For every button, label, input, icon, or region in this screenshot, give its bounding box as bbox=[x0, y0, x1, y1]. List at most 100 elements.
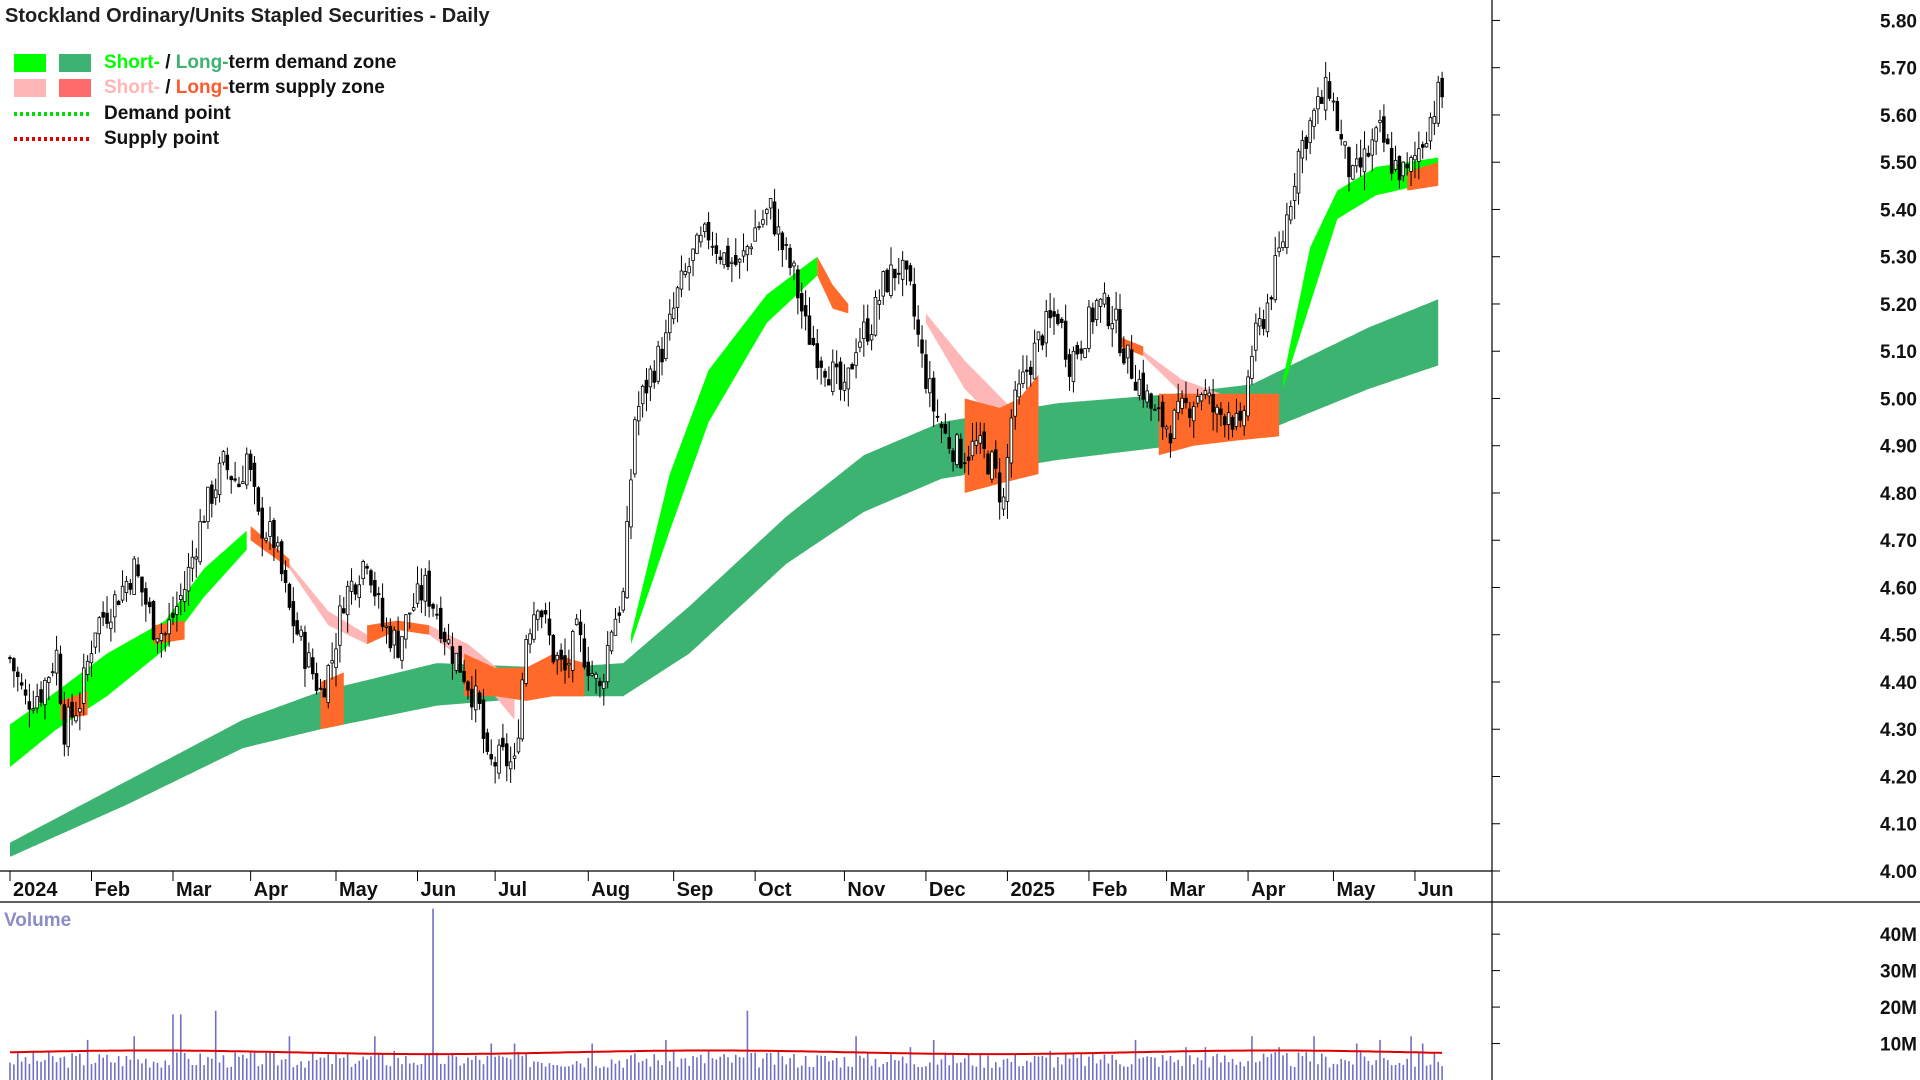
candle-body bbox=[237, 483, 241, 488]
candle-body bbox=[353, 584, 358, 595]
candle-body bbox=[578, 621, 583, 636]
candle-body bbox=[233, 478, 237, 481]
candle-body bbox=[279, 541, 284, 575]
candle-body bbox=[303, 631, 307, 669]
candle-body bbox=[1292, 185, 1297, 201]
candle-body bbox=[982, 431, 986, 449]
candle-body bbox=[664, 332, 668, 359]
candle-body bbox=[341, 608, 346, 614]
candle-body bbox=[1133, 381, 1138, 391]
candle-body bbox=[1421, 144, 1425, 148]
candle-body bbox=[846, 367, 851, 390]
candle-body bbox=[116, 600, 121, 606]
candle-body bbox=[322, 688, 327, 698]
candle-body bbox=[1044, 311, 1049, 344]
candle-body bbox=[1017, 383, 1021, 398]
candle-body bbox=[559, 649, 563, 660]
candle-body bbox=[765, 208, 769, 214]
price-tick-label: 4.80 bbox=[1880, 484, 1917, 505]
candle-body bbox=[435, 613, 439, 616]
candle-body bbox=[1300, 140, 1305, 159]
candle-body bbox=[217, 462, 222, 496]
candle-body bbox=[935, 415, 940, 418]
candle-body bbox=[1083, 348, 1087, 359]
price-tick-label: 4.10 bbox=[1880, 815, 1917, 836]
candle-body bbox=[1362, 148, 1367, 173]
candle-body bbox=[47, 677, 51, 683]
candle-body bbox=[1382, 116, 1386, 143]
candle-body bbox=[997, 472, 1002, 503]
month-label: Oct bbox=[758, 879, 792, 901]
legend-text-part: Short- bbox=[104, 77, 160, 98]
candle-body bbox=[869, 334, 874, 341]
candle-body bbox=[916, 319, 920, 335]
candle-body bbox=[1378, 119, 1382, 123]
price-tick-label: 5.40 bbox=[1880, 200, 1917, 221]
candle-body bbox=[1009, 417, 1014, 464]
candle-body bbox=[314, 673, 319, 691]
candle-body bbox=[396, 630, 400, 658]
legend-text-part: / bbox=[160, 52, 176, 73]
candle-body bbox=[644, 379, 649, 394]
legend-swatch-short bbox=[14, 54, 46, 72]
candle-body bbox=[31, 708, 35, 711]
candle-body bbox=[66, 706, 71, 748]
candle-body bbox=[493, 762, 497, 767]
long-term-supply-zone bbox=[320, 672, 344, 730]
candle-body bbox=[800, 292, 804, 312]
candle-body bbox=[330, 660, 334, 664]
candle-body bbox=[648, 368, 653, 388]
candle-body bbox=[652, 370, 657, 383]
candle-body bbox=[873, 296, 878, 336]
candle-body bbox=[625, 521, 629, 599]
candle-body bbox=[58, 653, 63, 704]
candle-body bbox=[101, 612, 105, 618]
month-label: May bbox=[339, 879, 379, 901]
candle-body bbox=[50, 671, 55, 674]
candle-body bbox=[1409, 157, 1413, 172]
month-label: 2025 bbox=[1010, 879, 1055, 901]
price-tick-label: 5.80 bbox=[1880, 11, 1917, 32]
candle-body bbox=[1428, 117, 1433, 142]
candle-body bbox=[136, 564, 140, 577]
candle-body bbox=[1013, 389, 1017, 417]
candle-body bbox=[528, 633, 532, 645]
candle-body bbox=[714, 245, 719, 254]
candle-body bbox=[1180, 397, 1184, 409]
volume-layer: 10M 20M 30M 40M bbox=[9, 908, 1917, 1080]
candle-body bbox=[1316, 96, 1320, 110]
candle-body bbox=[458, 645, 462, 673]
candle-body bbox=[617, 612, 622, 616]
candle-body bbox=[1056, 313, 1060, 325]
candle-body bbox=[105, 612, 109, 624]
candle-body bbox=[1203, 390, 1208, 395]
candle-body bbox=[167, 619, 171, 635]
candle-body bbox=[594, 673, 598, 679]
candle-body bbox=[850, 363, 854, 370]
candle-body bbox=[365, 566, 369, 569]
candle-body bbox=[39, 689, 43, 703]
candle-body bbox=[431, 604, 435, 609]
candle-body bbox=[225, 454, 230, 471]
candle-body bbox=[1417, 148, 1421, 162]
month-label: Jun bbox=[1418, 879, 1454, 901]
candle-body bbox=[928, 378, 932, 394]
candle-body bbox=[210, 484, 214, 504]
candle-body bbox=[1440, 77, 1444, 98]
candle-body bbox=[695, 234, 699, 254]
candle-body bbox=[190, 556, 195, 569]
candle-body bbox=[241, 481, 245, 484]
legend-swatch-short bbox=[14, 79, 46, 97]
candle-body bbox=[151, 601, 156, 640]
candle-body bbox=[1250, 355, 1254, 379]
candle-body bbox=[710, 245, 715, 248]
candle-body bbox=[900, 259, 905, 280]
candle-body bbox=[299, 629, 303, 637]
candle-body bbox=[966, 456, 971, 461]
candle-body bbox=[1281, 241, 1285, 248]
candle-body bbox=[423, 574, 427, 602]
candle-body bbox=[272, 520, 276, 549]
candle-body bbox=[1215, 406, 1219, 415]
candle-body bbox=[757, 225, 761, 228]
candle-body bbox=[1257, 318, 1262, 327]
